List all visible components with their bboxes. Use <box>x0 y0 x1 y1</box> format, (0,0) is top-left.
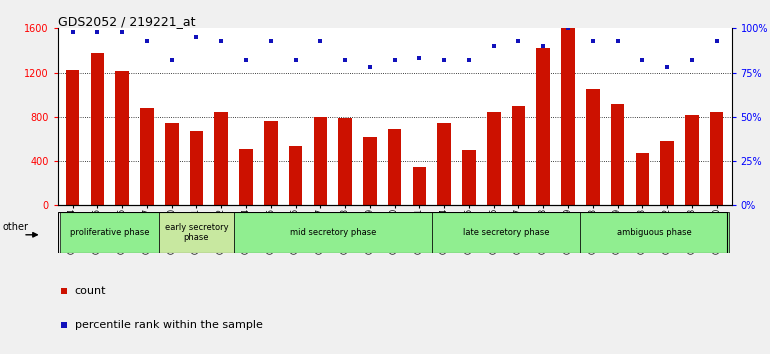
Bar <box>661 141 674 205</box>
Bar <box>289 145 303 205</box>
Text: ambiguous phase: ambiguous phase <box>618 228 692 237</box>
Bar <box>586 89 600 205</box>
Bar <box>60 212 159 253</box>
Bar <box>437 124 451 205</box>
Point <box>562 25 574 31</box>
Point <box>487 43 500 49</box>
Point <box>512 38 524 44</box>
Bar <box>165 124 179 205</box>
Bar <box>233 212 432 253</box>
Bar <box>65 70 79 205</box>
Point <box>438 57 450 63</box>
Text: late secretory phase: late secretory phase <box>463 228 549 237</box>
Point <box>339 57 351 63</box>
Text: other: other <box>3 222 29 232</box>
Bar <box>363 137 377 205</box>
Bar <box>635 153 649 205</box>
Bar <box>159 212 233 253</box>
Bar <box>432 212 581 253</box>
Bar <box>710 113 724 205</box>
Point <box>190 34 203 40</box>
Bar <box>91 53 104 205</box>
Point <box>711 38 723 44</box>
Point <box>388 57 400 63</box>
Point <box>166 57 178 63</box>
Text: proliferative phase: proliferative phase <box>70 228 149 237</box>
Point <box>141 38 153 44</box>
Point <box>413 56 426 61</box>
Text: mid secretory phase: mid secretory phase <box>290 228 376 237</box>
Point <box>463 57 475 63</box>
Bar <box>611 104 624 205</box>
Point <box>661 64 673 70</box>
Text: count: count <box>75 286 106 296</box>
Bar <box>537 48 550 205</box>
Bar <box>264 121 278 205</box>
Bar <box>338 118 352 205</box>
Bar <box>239 149 253 205</box>
Bar <box>561 28 575 205</box>
Point <box>66 29 79 35</box>
Point <box>215 38 227 44</box>
Point <box>587 38 599 44</box>
Point <box>314 38 326 44</box>
Text: early secretory
phase: early secretory phase <box>165 223 228 242</box>
Bar <box>116 72 129 205</box>
Point <box>363 64 376 70</box>
Bar <box>462 150 476 205</box>
Point <box>91 29 103 35</box>
Bar <box>581 212 729 253</box>
Text: GDS2052 / 219221_at: GDS2052 / 219221_at <box>58 15 196 28</box>
Bar <box>140 108 154 205</box>
Bar <box>214 113 228 205</box>
Point <box>450 107 462 113</box>
Point <box>686 57 698 63</box>
Point <box>265 38 277 44</box>
Bar <box>685 115 698 205</box>
Bar <box>413 167 427 205</box>
Bar <box>388 129 401 205</box>
Point <box>611 38 624 44</box>
Bar <box>511 106 525 205</box>
Point <box>290 57 302 63</box>
Bar <box>189 131 203 205</box>
Point <box>239 57 252 63</box>
Text: percentile rank within the sample: percentile rank within the sample <box>75 320 263 330</box>
Bar <box>313 117 327 205</box>
Bar <box>487 113 500 205</box>
Point <box>537 43 550 49</box>
Point <box>116 29 129 35</box>
Point <box>636 57 648 63</box>
